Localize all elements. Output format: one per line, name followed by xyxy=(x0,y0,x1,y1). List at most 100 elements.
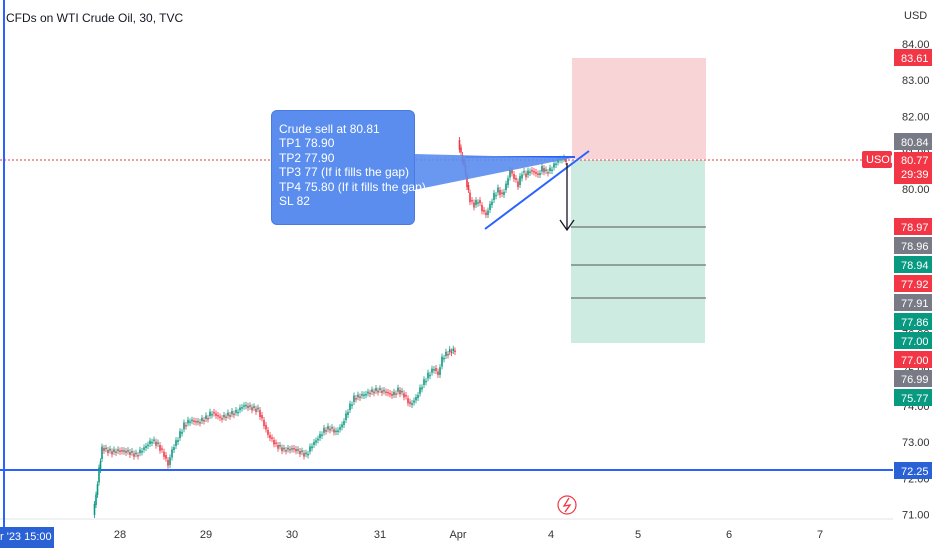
price-tick-label: 83.00 xyxy=(902,75,930,87)
price-tick-label: 73.00 xyxy=(902,437,930,449)
candle-body xyxy=(129,452,131,455)
candle-body xyxy=(99,461,102,470)
candle-body xyxy=(345,413,347,420)
candle-body xyxy=(225,416,227,418)
candle-body xyxy=(503,191,505,195)
price-tag-label: 77.91 xyxy=(901,298,929,310)
price-tick-label: 71.00 xyxy=(902,510,930,522)
candle-body xyxy=(209,411,211,416)
candle-body xyxy=(353,395,355,402)
candle-body xyxy=(135,452,137,455)
candle-body xyxy=(229,415,231,417)
candle-body xyxy=(205,415,207,419)
candle-body xyxy=(403,393,405,398)
current-price-label: 80.77 xyxy=(901,155,929,167)
trade-note[interactable]: Crude sell at 80.81 TP1 78.90 TP2 77.90 … xyxy=(271,110,426,225)
price-tag-label: 75.77 xyxy=(901,393,929,405)
candle-body xyxy=(101,446,103,459)
candle-body xyxy=(169,457,171,465)
candle-body xyxy=(454,350,456,352)
price-tag-label: 78.96 xyxy=(901,241,929,253)
candle-body xyxy=(319,434,321,438)
candle-body xyxy=(377,390,379,393)
candle-body xyxy=(243,405,245,407)
candle-body xyxy=(267,430,269,435)
candle-body xyxy=(247,405,249,408)
price-tag xyxy=(894,389,932,406)
candle-body xyxy=(491,201,493,205)
candle-body xyxy=(119,450,121,452)
candle-body xyxy=(271,437,273,439)
candle-body xyxy=(215,413,217,416)
time-tick-label: 31 xyxy=(374,529,386,541)
candle-body xyxy=(391,394,393,396)
candle-body xyxy=(431,368,433,373)
candle-body xyxy=(397,387,399,392)
candle-body xyxy=(331,427,333,429)
candle-body xyxy=(535,172,537,174)
candle-body xyxy=(401,390,403,393)
candle-body xyxy=(505,183,507,190)
candle-body xyxy=(371,389,373,392)
candle-body xyxy=(367,391,369,394)
time-tick-label: 28 xyxy=(114,529,126,541)
candle-body xyxy=(450,351,453,354)
events-icon[interactable] xyxy=(557,495,577,515)
candle-body xyxy=(317,438,319,441)
candle-body xyxy=(231,411,233,415)
candle-body xyxy=(96,484,99,495)
candle-body xyxy=(379,388,381,390)
candle-body xyxy=(421,387,423,390)
candle-body xyxy=(105,447,107,450)
candle-body xyxy=(335,430,337,433)
note-pointer xyxy=(414,154,572,190)
candle-body xyxy=(125,451,127,453)
candle-body xyxy=(261,415,263,419)
candle-body xyxy=(127,450,129,452)
candle-body xyxy=(193,420,195,422)
candle-body xyxy=(227,412,229,416)
candle-body xyxy=(241,407,243,409)
candle-body xyxy=(527,170,529,175)
candle-body xyxy=(323,427,325,433)
candle-body xyxy=(437,371,439,375)
candle-body xyxy=(263,420,265,427)
candle-body xyxy=(551,169,553,172)
candle-body xyxy=(458,140,461,150)
candle-body xyxy=(387,392,389,394)
take-profit-zone[interactable] xyxy=(571,160,705,343)
note-line: Crude sell at 80.81 xyxy=(279,122,380,136)
candle-body xyxy=(515,178,517,180)
candle-body xyxy=(149,440,151,444)
note-line: TP1 78.90 xyxy=(279,136,335,151)
candle-body xyxy=(385,391,387,393)
note-line: TP4 75.80 (If it fills the gap) xyxy=(279,179,426,194)
candle-body xyxy=(187,419,189,424)
price-tag xyxy=(894,332,932,349)
candle-body xyxy=(235,410,237,413)
candlestick-series xyxy=(93,137,567,518)
price-tag xyxy=(894,49,932,66)
symbol-tag[interactable] xyxy=(862,151,892,168)
candle-body xyxy=(175,440,177,446)
candle-body xyxy=(201,417,203,421)
candle-body xyxy=(543,168,545,173)
candle-body xyxy=(357,394,359,398)
stop-loss-zone[interactable] xyxy=(572,58,706,159)
candle-body xyxy=(177,440,179,442)
candle-body xyxy=(223,414,225,418)
candle-body xyxy=(363,394,365,396)
candle-body xyxy=(245,404,247,407)
candle-body xyxy=(475,200,477,205)
price-tick-label: 82.00 xyxy=(902,111,930,123)
price-tag-label: 77.86 xyxy=(901,317,929,329)
candle-body xyxy=(337,430,339,432)
candle-body xyxy=(117,449,119,451)
candle-body xyxy=(293,448,295,450)
wedge-lower-trendline[interactable] xyxy=(484,150,590,230)
candle-body xyxy=(359,396,361,398)
candle-body xyxy=(349,403,351,410)
sell-arrow-icon xyxy=(559,219,575,232)
candle-body xyxy=(295,449,297,452)
